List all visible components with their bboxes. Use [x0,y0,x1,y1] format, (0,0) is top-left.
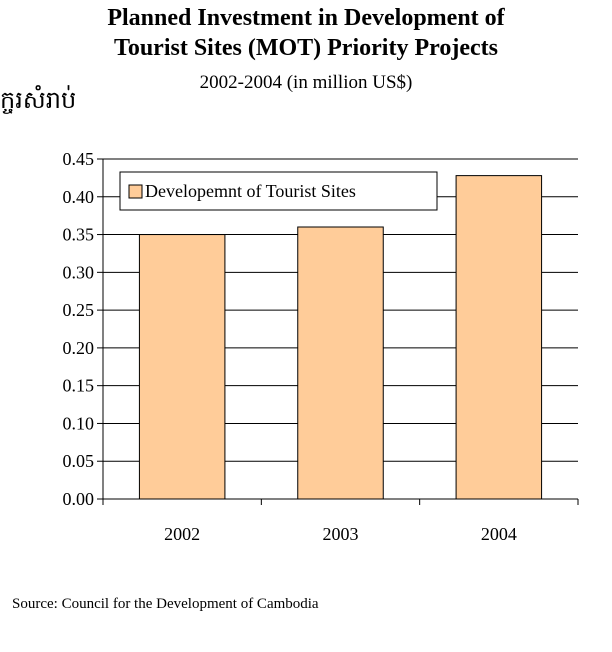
bar-2003 [297,226,384,500]
y-tick-label: 0.45 [63,149,95,169]
axes: 0.00 0.05 0.10 0.15 0.20 0.25 0.30 0.35 0.40 0.45… [63,149,579,544]
chart-title-line1: Planned Investment in Development of [107,5,505,31]
source-note: Source: Council for the Development of C… [12,596,319,612]
bar-2002 [138,234,226,500]
chart-subtitle: 2002-2004 (in million US$) [199,72,413,93]
x-tick-label: 2003 [323,524,359,544]
y-tick-label: 0.35 [63,225,95,245]
legend-label: Developemnt of Tourist Sites [145,181,356,201]
y-tick-label: 0.20 [63,338,95,358]
y-tick-label: 0.05 [63,451,95,471]
khmer-side-text: ក្ចរសំរាប់ [0,86,77,114]
legend: Developemnt of Tourist Sites [119,171,438,211]
legend-box [119,171,438,211]
y-tick-label: 0.10 [63,413,95,433]
chart-title-line2: Tourist Sites (MOT) Priority Projects [114,35,498,61]
y-tick-label: 0.30 [63,262,95,282]
x-tick-label: 2002 [164,524,200,544]
x-tick-label: 2004 [481,524,517,544]
bar-2004 [455,175,543,500]
y-tick-label: 0.15 [63,376,95,396]
legend-swatch [128,184,143,199]
y-tick-label: 0.00 [63,489,95,509]
y-tick-label: 0.40 [63,187,95,207]
y-tick-label: 0.25 [63,300,95,320]
bars [138,175,543,500]
